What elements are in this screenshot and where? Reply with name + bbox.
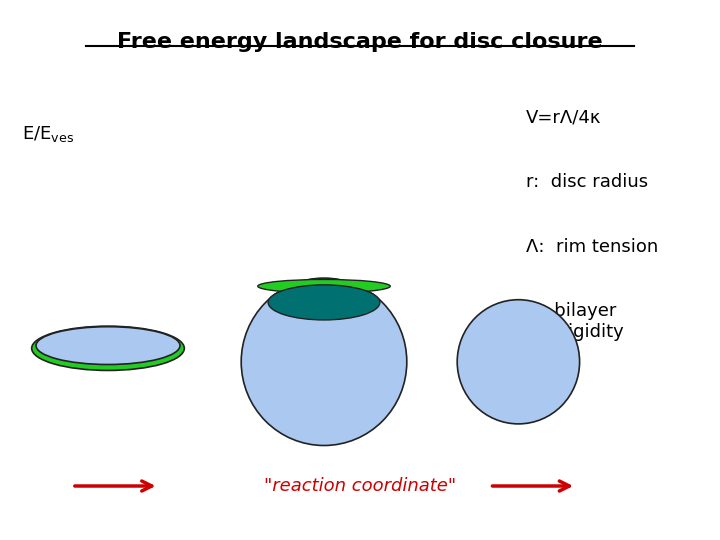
Ellipse shape — [258, 280, 390, 293]
Text: r:  disc radius: r: disc radius — [526, 173, 648, 191]
Text: Free energy landscape for disc closure: Free energy landscape for disc closure — [117, 32, 603, 52]
Ellipse shape — [268, 285, 380, 320]
Text: E/E$_{\mathrm{ves}}$: E/E$_{\mathrm{ves}}$ — [22, 124, 73, 144]
Ellipse shape — [36, 327, 180, 364]
Text: "reaction coordinate": "reaction coordinate" — [264, 477, 456, 495]
Text: κ:  bilayer
      rigidity: κ: bilayer rigidity — [526, 302, 624, 341]
Text: V=rΛ/4κ: V=rΛ/4κ — [526, 108, 601, 126]
Ellipse shape — [32, 326, 184, 370]
Text: Λ:  rim tension: Λ: rim tension — [526, 238, 658, 255]
Ellipse shape — [241, 278, 407, 446]
Ellipse shape — [457, 300, 580, 424]
